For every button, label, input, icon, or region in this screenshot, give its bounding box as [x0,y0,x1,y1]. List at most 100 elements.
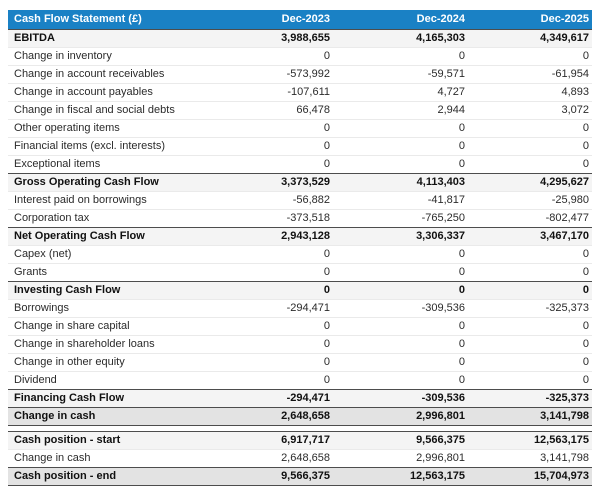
row-value: 0 [333,154,468,173]
row-value: 0 [198,154,333,173]
row-value: 0 [198,136,333,155]
table-row: Investing Cash Flow 0 0 0 [8,280,592,299]
table-row: Change in shareholder loans 0 0 0 [8,334,592,353]
row-value: 0 [333,136,468,155]
row-value: 0 [333,262,468,281]
row-value: -294,471 [198,298,333,317]
row-value: 0 [333,244,468,263]
table-row: Change in account payables -107,611 4,727 4… [8,82,592,101]
table-row: Other operating items 0 0 0 [8,118,592,137]
row-label: EBITDA [8,28,198,47]
row-label: Borrowings [8,298,198,317]
row-label: Change in account payables [8,82,198,101]
row-value: -41,817 [333,190,468,209]
row-value: 0 [468,316,592,335]
row-value: -802,477 [468,208,592,227]
table-row: Dividend 0 0 0 [8,370,592,389]
row-value: 3,373,529 [198,172,333,191]
row-value: 0 [468,154,592,173]
row-label: Change in shareholder loans [8,334,198,353]
row-value: 3,141,798 [468,448,592,467]
table-title: Cash Flow Statement (£) [8,10,198,29]
cash-flow-statement-table: Cash Flow Statement (£) Dec-2023 Dec-202… [8,10,592,486]
row-value: -59,571 [333,64,468,83]
row-value: 0 [468,136,592,155]
row-value: 2,648,658 [198,406,333,426]
row-value: 0 [468,280,592,299]
column-header-dec-2023: Dec-2023 [198,10,333,29]
row-value: 0 [198,316,333,335]
row-label: Change in other equity [8,352,198,371]
row-value: 0 [198,280,333,299]
row-value: 2,996,801 [333,406,468,426]
row-value: 3,141,798 [468,406,592,426]
row-label: Dividend [8,370,198,389]
row-label: Interest paid on borrowings [8,190,198,209]
row-value: -294,471 [198,388,333,407]
row-value: -325,373 [468,388,592,407]
table-row: Borrowings -294,471 -309,536 -325,373 [8,298,592,317]
row-value: 3,467,170 [468,226,592,245]
row-value: 66,478 [198,100,333,119]
row-label: Net Operating Cash Flow [8,226,198,245]
column-header-dec-2024: Dec-2024 [333,10,468,29]
row-value: 15,704,973 [468,466,592,486]
row-label: Cash position - end [8,466,198,486]
row-value: 4,113,403 [333,172,468,191]
row-value: -765,250 [333,208,468,227]
table-row: Cash position - end 9,566,375 12,563,175 15… [8,466,592,486]
row-value: 0 [333,334,468,353]
row-value: 0 [198,334,333,353]
table-row: Change in cash 2,648,658 2,996,801 3,141,79… [8,448,592,467]
row-label: Change in inventory [8,46,198,65]
row-value: -309,536 [333,298,468,317]
row-value: -373,518 [198,208,333,227]
row-value: 0 [468,370,592,389]
spacer-cell [8,425,592,431]
row-value: 0 [198,262,333,281]
table-row: Capex (net) 0 0 0 [8,244,592,263]
row-value: 12,563,175 [468,430,592,449]
row-value: -61,954 [468,64,592,83]
row-value: 4,295,627 [468,172,592,191]
table-row: Change in cash 2,648,658 2,996,801 3,141,79… [8,406,592,426]
row-value: 6,917,717 [198,430,333,449]
table-row: Change in fiscal and social debts 66,478 2… [8,100,592,119]
row-value: 0 [468,262,592,281]
table-row: Corporation tax -373,518 -765,250 -802,477 [8,208,592,227]
row-value: -107,611 [198,82,333,101]
table-row: Financing Cash Flow -294,471 -309,536 -325,… [8,388,592,407]
row-value: 4,349,617 [468,28,592,47]
table-row: EBITDA 3,988,655 4,165,303 4,349,617 [8,28,592,47]
row-value: -56,882 [198,190,333,209]
row-value: 4,727 [333,82,468,101]
cashflow-table-body: EBITDA 3,988,655 4,165,303 4,349,617 Change … [8,28,592,486]
row-value: -309,536 [333,388,468,407]
table-row: Grants 0 0 0 [8,262,592,281]
row-value: 2,996,801 [333,448,468,467]
row-label: Change in account receivables [8,64,198,83]
row-value: 0 [333,316,468,335]
row-value: 0 [468,352,592,371]
row-label: Other operating items [8,118,198,137]
row-label: Exceptional items [8,154,198,173]
table-row: Cash position - start 6,917,717 9,566,375 1… [8,430,592,449]
row-value: 3,306,337 [333,226,468,245]
row-value: 3,072 [468,100,592,119]
table-row: Exceptional items 0 0 0 [8,154,592,173]
row-value: 4,165,303 [333,28,468,47]
table-header: Cash Flow Statement (£) Dec-2023 Dec-202… [8,10,592,29]
row-label: Financing Cash Flow [8,388,198,407]
row-value: 2,944 [333,100,468,119]
row-label: Change in share capital [8,316,198,335]
row-value: 0 [333,118,468,137]
row-value: 0 [198,370,333,389]
row-value: 2,648,658 [198,448,333,467]
table-row: Change in other equity 0 0 0 [8,352,592,371]
table-row: Financial items (excl. interests) 0 0 0 [8,136,592,155]
row-label: Investing Cash Flow [8,280,198,299]
row-value: 0 [198,244,333,263]
row-value: 12,563,175 [333,466,468,486]
column-header-dec-2025: Dec-2025 [468,10,592,29]
